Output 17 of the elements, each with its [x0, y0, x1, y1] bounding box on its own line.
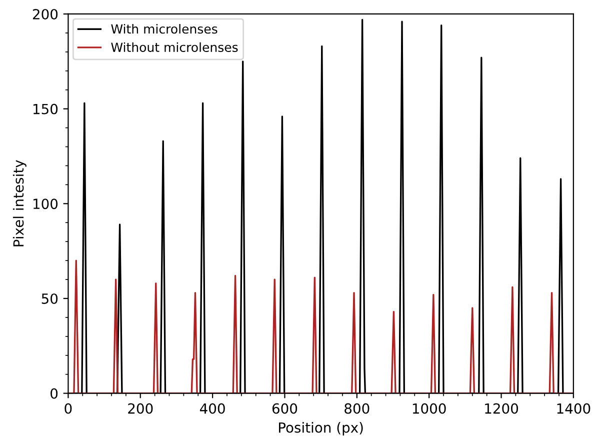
- x-axis-title: Position (px): [279, 422, 363, 436]
- y-tick-label: 50: [42, 293, 58, 304]
- legend-label: With microlenses: [111, 24, 218, 34]
- x-tick-label: 1200: [485, 403, 518, 414]
- x-tick-label: 400: [200, 403, 225, 414]
- y-tick-label: 100: [33, 198, 58, 210]
- y-tick-label: 0: [50, 388, 58, 399]
- x-tick-label: 200: [128, 403, 153, 414]
- x-tick-label: 1400: [557, 403, 590, 414]
- y-tick-label: 150: [33, 104, 58, 114]
- y-tick-label: 200: [32, 8, 58, 20]
- x-tick-label: 0: [64, 403, 72, 414]
- x-tick-label: 600: [272, 403, 298, 414]
- y-axis-title: Pixel intesity: [12, 160, 26, 246]
- x-tick-label: 1000: [412, 403, 446, 414]
- x-tick-label: 800: [344, 403, 370, 414]
- legend-label: Without microlenses: [111, 42, 238, 52]
